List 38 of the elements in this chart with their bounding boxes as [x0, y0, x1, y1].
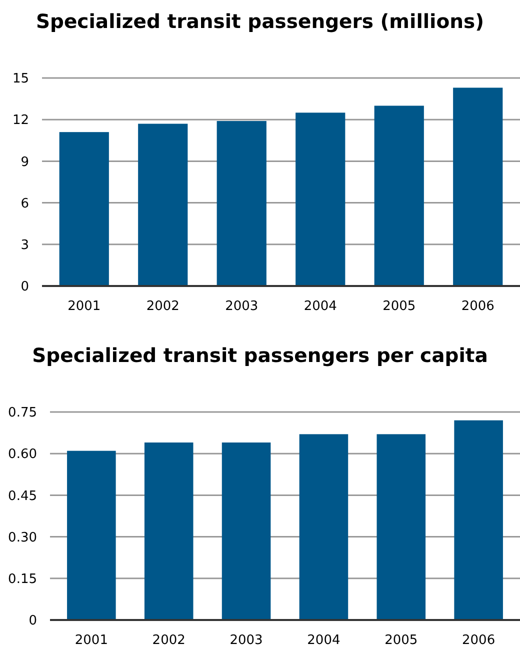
x-tick-label: 2001 — [68, 299, 101, 314]
bar — [144, 442, 194, 620]
x-tick-label: 2005 — [382, 299, 416, 314]
bar — [138, 124, 188, 286]
bar — [296, 112, 346, 286]
bar — [59, 132, 109, 286]
y-tick-label: 6 — [20, 196, 29, 212]
bar — [374, 106, 424, 286]
x-tick-label: 2003 — [225, 299, 258, 314]
x-tick-label: 2002 — [146, 299, 180, 314]
bar — [299, 434, 348, 620]
bar — [216, 120, 266, 286]
y-tick-label: 0.75 — [8, 406, 37, 421]
x-tick-label: 2006 — [461, 299, 494, 314]
chart-title: Specialized transit passengers (millions) — [36, 10, 484, 33]
x-tick-label: 2005 — [384, 633, 418, 648]
y-tick-label: 0.60 — [8, 447, 37, 462]
x-tick-label: 2004 — [304, 299, 337, 314]
y-tick-label: 15 — [12, 72, 29, 87]
bar — [376, 434, 426, 620]
y-tick-label: 0 — [20, 280, 29, 295]
bar — [222, 442, 271, 620]
y-tick-label: 3 — [20, 238, 29, 253]
y-tick-label: 0.45 — [8, 488, 37, 504]
y-tick-label: 12 — [12, 113, 29, 128]
y-tick-label: 0 — [28, 614, 37, 629]
bar — [453, 88, 503, 286]
bar — [67, 450, 116, 620]
y-tick-label: 0.30 — [8, 530, 37, 546]
x-tick-label: 2002 — [152, 633, 186, 648]
bar — [454, 420, 503, 620]
x-tick-label: 2001 — [74, 633, 108, 648]
x-tick-label: 2006 — [462, 633, 496, 648]
x-tick-label: 2003 — [230, 633, 263, 648]
x-tick-label: 2004 — [307, 633, 340, 648]
chart-title: Specialized transit passengers per capita — [32, 344, 488, 367]
y-tick-label: 0.15 — [8, 572, 37, 587]
y-tick-label: 9 — [20, 154, 29, 170]
